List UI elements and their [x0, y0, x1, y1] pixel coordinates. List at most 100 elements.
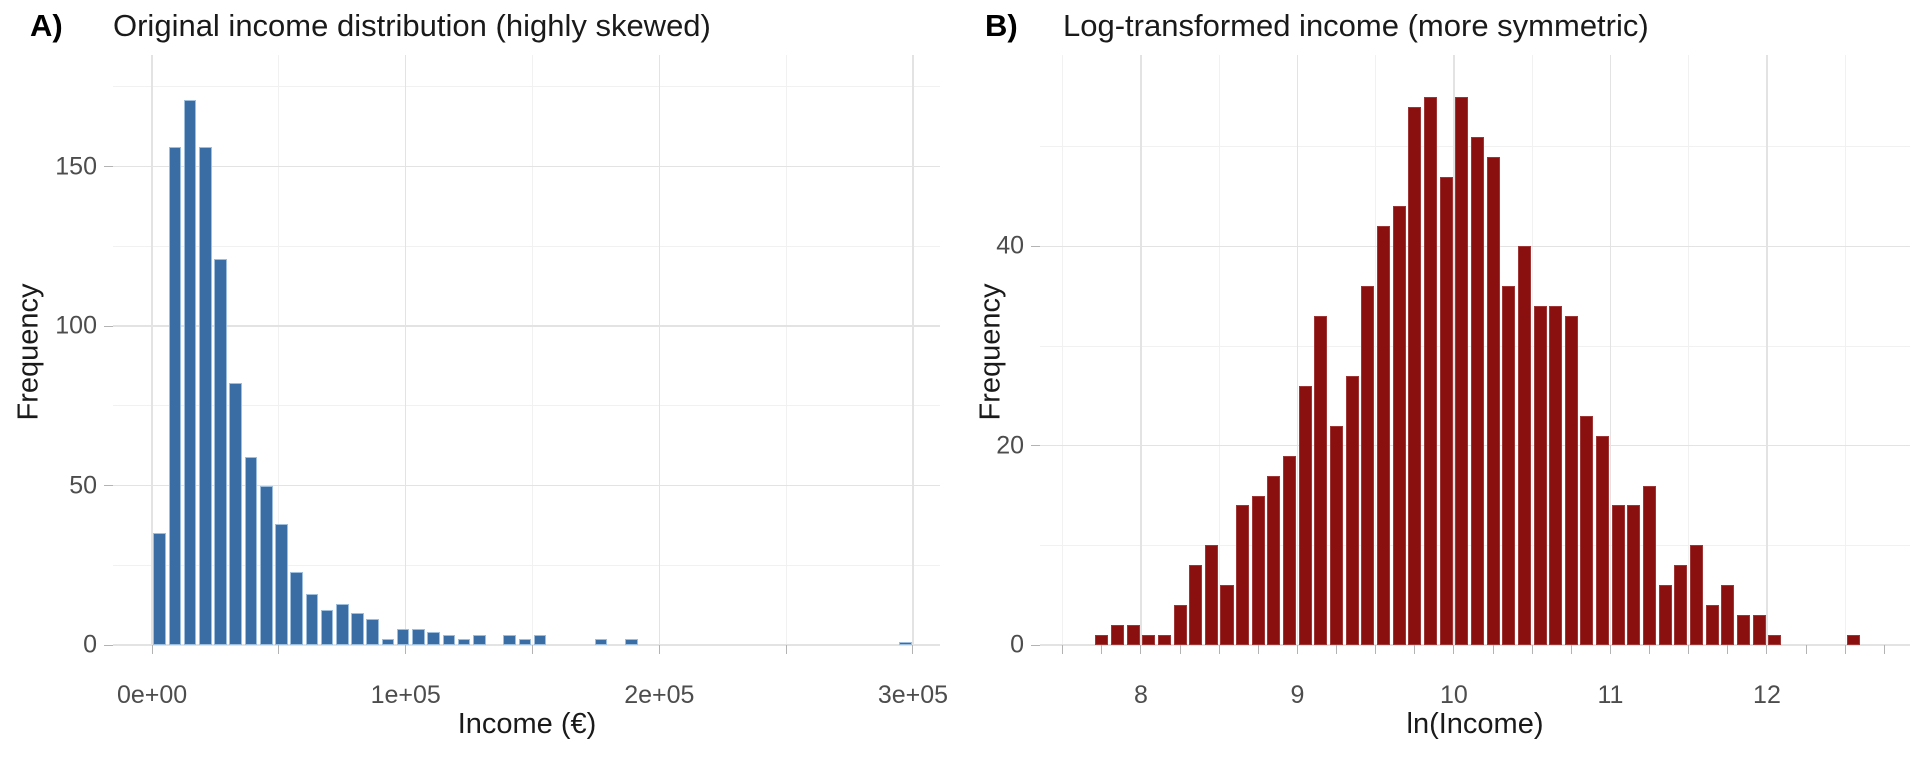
histogram-bar	[1330, 425, 1344, 645]
histogram-bar	[518, 638, 532, 645]
histogram-bar	[1110, 625, 1124, 645]
x-axis-tick	[1883, 645, 1885, 654]
histogram-bar	[1768, 635, 1782, 645]
y-axis-tick	[1031, 644, 1040, 646]
x-axis-tick	[912, 645, 914, 654]
histogram-bar	[594, 638, 608, 645]
x-axis-tick	[1649, 645, 1651, 654]
y-gridline-major	[113, 484, 940, 487]
histogram-bar	[1549, 306, 1563, 645]
histogram-bar	[1392, 206, 1406, 645]
histogram-bar	[320, 609, 334, 645]
histogram-bar	[396, 629, 410, 645]
y-gridline-major	[113, 644, 940, 646]
histogram-bar	[1627, 505, 1641, 645]
panel-a-title: Original income distribution (highly ske…	[113, 8, 711, 43]
histogram-bar	[1611, 505, 1625, 645]
x-gridline-minor	[1062, 55, 1064, 645]
x-axis-tick	[1179, 645, 1181, 654]
x-axis-tick	[658, 645, 660, 654]
x-axis-tick	[1492, 645, 1494, 654]
histogram-bar	[472, 635, 486, 645]
x-gridline-minor	[278, 55, 280, 645]
histogram-bar	[1142, 635, 1156, 645]
x-tick-label: 11	[1597, 681, 1624, 709]
histogram-bar	[1643, 485, 1657, 645]
histogram-bar	[259, 485, 273, 645]
histogram-bar	[1470, 136, 1484, 645]
histogram-bar	[1690, 545, 1704, 645]
histogram-bar	[1236, 505, 1250, 645]
histogram-bar	[457, 638, 471, 645]
y-gridline-major	[113, 165, 940, 168]
histogram-bar	[290, 571, 303, 645]
x-tick-label: 10	[1440, 681, 1468, 709]
histogram-bar	[625, 638, 638, 645]
histogram-bar	[1455, 96, 1469, 645]
histogram-bar	[1173, 605, 1187, 645]
histogram-bar	[381, 638, 395, 645]
x-gridline-minor	[1375, 55, 1377, 645]
x-axis-tick	[1414, 645, 1416, 654]
histogram-bar	[351, 613, 364, 645]
histogram-bar	[1251, 495, 1265, 645]
x-tick-label: 12	[1753, 681, 1781, 709]
x-axis-tick	[1453, 645, 1455, 654]
x-gridline-minor	[1531, 55, 1533, 645]
y-gridline-major	[1040, 644, 1910, 646]
histogram-bar	[1658, 585, 1672, 645]
x-gridline-minor	[1218, 55, 1220, 645]
histogram-bar	[412, 629, 425, 645]
x-axis-tick	[1727, 645, 1729, 654]
x-axis-tick	[151, 645, 153, 654]
histogram-bar	[1517, 246, 1531, 645]
y-tick-label: 100	[55, 311, 97, 340]
histogram-bar	[1408, 106, 1422, 645]
panel-a-x-axis-title: Income (€)	[457, 708, 597, 740]
histogram-bar	[899, 641, 912, 645]
x-axis-tick	[1688, 645, 1690, 654]
histogram-bar	[1298, 385, 1312, 645]
y-tick-label: 40	[996, 231, 1024, 260]
y-axis-tick	[104, 166, 113, 168]
histogram-bar	[1220, 585, 1234, 645]
x-gridline-major	[658, 55, 661, 645]
histogram-bar	[1705, 605, 1719, 645]
x-axis-tick	[1844, 645, 1846, 654]
x-axis-tick	[1531, 645, 1533, 654]
y-tick-label: 50	[69, 471, 97, 500]
x-axis-tick	[1062, 645, 1064, 654]
x-axis-tick	[1336, 645, 1338, 654]
x-gridline-major	[404, 55, 407, 645]
x-axis-tick	[1296, 645, 1298, 654]
y-tick-label: 0	[83, 630, 97, 659]
histogram-bar	[427, 632, 440, 645]
histogram-bar	[1564, 316, 1578, 645]
x-tick-label: 2e+05	[624, 681, 695, 709]
y-tick-label: 20	[996, 431, 1024, 460]
histogram-bar	[1721, 585, 1735, 645]
x-axis-tick	[1101, 645, 1103, 654]
histogram-bar	[1189, 565, 1203, 645]
x-tick-label: 0e+00	[116, 681, 188, 709]
y-gridline-minor	[113, 245, 940, 247]
x-tick-label: 3e+05	[877, 681, 949, 709]
x-axis-tick	[1805, 645, 1807, 654]
y-axis-tick	[104, 485, 113, 487]
histogram-bar	[275, 523, 288, 645]
x-axis-tick	[1140, 645, 1142, 654]
x-axis-tick	[1257, 645, 1259, 654]
y-gridline-minor	[113, 86, 940, 88]
histogram-bar	[1095, 635, 1109, 645]
histogram-bar	[199, 147, 212, 645]
histogram-bar	[1752, 615, 1766, 645]
y-gridline-minor	[113, 564, 940, 566]
x-gridline-major	[1609, 55, 1612, 645]
x-gridline-major	[1296, 55, 1299, 645]
y-tick-label: 0	[1010, 630, 1024, 659]
panel-a-tag: A)	[30, 8, 63, 43]
histogram-bar	[1283, 455, 1297, 645]
x-gridline-major	[912, 55, 914, 645]
y-tick-label: 150	[55, 152, 97, 181]
